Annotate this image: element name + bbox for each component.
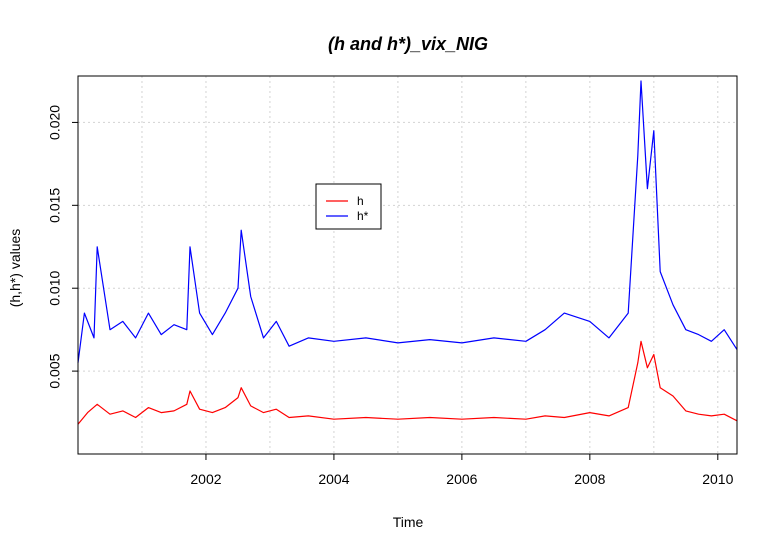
y-axis-label: (h,h*) values	[7, 229, 23, 308]
plot-frame	[77, 75, 738, 455]
series-line-h-star	[77, 80, 738, 363]
y-tick-label: 0.020	[47, 105, 63, 140]
x-tick-label: 2006	[446, 471, 477, 487]
legend-label: h*	[357, 209, 369, 223]
x-tick-label: 2004	[318, 471, 349, 487]
legend-box	[315, 183, 382, 230]
y-tick-label: 0.010	[47, 270, 63, 305]
x-tick-label: 2010	[702, 471, 733, 487]
legend-label: h	[357, 194, 364, 208]
y-tick-label: 0.005	[47, 353, 63, 388]
x-tick-label: 2002	[190, 471, 221, 487]
y-axis: 0.005 0.010 0.015 0.020	[47, 105, 78, 389]
series-layer	[77, 80, 738, 425]
series-line-h	[77, 340, 738, 425]
x-tick-label: 2008	[574, 471, 605, 487]
y-tick-label: 0.015	[47, 188, 63, 223]
x-axis-label: Time	[393, 514, 424, 530]
chart-title: (h and h*)_vix_NIG	[328, 34, 488, 54]
legend: hh*	[315, 183, 382, 230]
grid	[78, 76, 737, 454]
x-axis: 2002 2004 2006 2008 2010	[190, 454, 734, 487]
